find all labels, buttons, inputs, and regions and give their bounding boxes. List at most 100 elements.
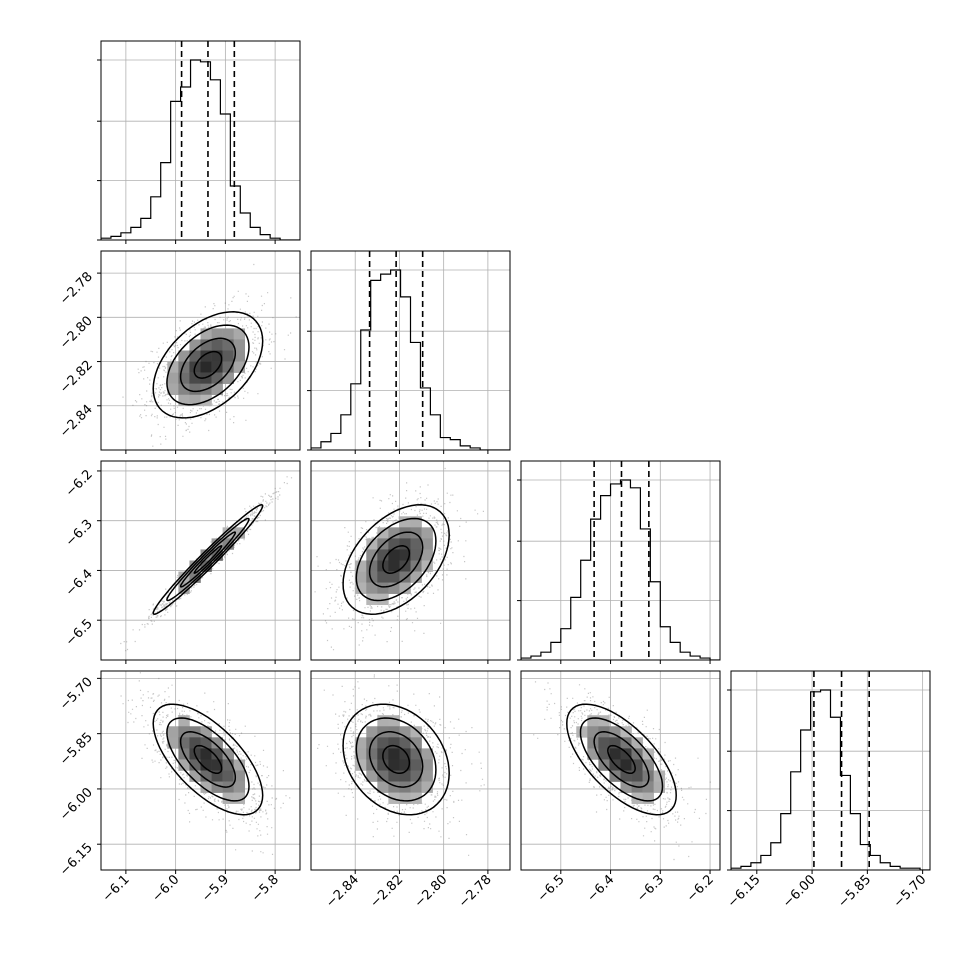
density-cell: [178, 361, 190, 373]
density-cell: [421, 781, 433, 793]
panel-frame-1-0: [100, 250, 301, 451]
density-cell: [222, 759, 234, 771]
density-panel-3-0: [100, 670, 301, 871]
density-cell: [200, 372, 212, 384]
density-cell: [410, 527, 422, 539]
density-cell: [211, 350, 223, 362]
density-cell: [211, 328, 223, 340]
density-cell: [377, 582, 389, 594]
density-cell: [377, 759, 389, 771]
histogram-panel-3: [727, 670, 931, 871]
density-cell: [399, 582, 411, 594]
density-cell: [178, 715, 190, 727]
density-cell: [388, 527, 400, 539]
contour-level-0: [607, 744, 636, 775]
density-cell: [598, 715, 610, 727]
density-cell: [200, 726, 212, 738]
density-cell: [377, 737, 389, 749]
x-tick-label: −6.0: [150, 872, 183, 905]
density-cell: [388, 781, 400, 793]
density-cell: [211, 339, 223, 351]
density-cell: [388, 549, 400, 561]
density-cell: [233, 759, 246, 771]
panel-frame-3-0: [100, 670, 301, 871]
density-cell: [399, 792, 411, 804]
density-cell: [178, 350, 190, 362]
density-cell: [222, 748, 234, 760]
x-tick-label: −2.84: [323, 872, 362, 911]
x-tick-label: −2.78: [456, 872, 495, 911]
contour-level-3: [152, 703, 264, 816]
x-tick-label: −6.15: [725, 872, 764, 911]
density-cell: [167, 726, 179, 738]
density-cell: [233, 339, 246, 351]
density-content: [122, 263, 297, 447]
density-cell: [410, 726, 422, 738]
density-cell: [355, 571, 367, 583]
density-panel-1-0: [100, 250, 301, 451]
contour-level-2: [166, 517, 250, 602]
density-cell: [377, 527, 389, 539]
histogram-step-2: [521, 479, 720, 660]
density-cell: [355, 582, 367, 594]
histogram-step-1: [311, 269, 510, 450]
contour-level-2: [166, 324, 250, 406]
density-cell: [620, 737, 632, 749]
contour-level-0: [193, 350, 223, 379]
y-tick-label: −2.78: [57, 269, 96, 308]
density-cell: [609, 726, 621, 738]
density-cell: [410, 792, 422, 804]
contour-level-1: [179, 531, 237, 588]
y-tick-label: −6.00: [57, 785, 96, 824]
density-cell: [377, 781, 389, 793]
density-cell: [377, 715, 389, 727]
panel-frame-3: [730, 670, 931, 871]
density-cell: [653, 781, 666, 793]
density-cell: [377, 549, 389, 561]
contour-level-0: [193, 544, 223, 574]
density-panel-3-1: [310, 670, 511, 871]
density-cell: [388, 748, 400, 760]
density-cell: [200, 361, 212, 373]
y-tick-label: −2.84: [57, 402, 96, 441]
density-cell: [222, 350, 234, 362]
x-tick-label: −5.85: [835, 872, 874, 911]
panel-frame-3-2: [520, 670, 721, 871]
histogram-panel-1: [307, 250, 511, 451]
density-cell: [421, 549, 433, 561]
density-cell: [366, 770, 378, 782]
density-cell: [399, 726, 411, 738]
density-cell: [178, 372, 190, 384]
contour-level-3: [342, 504, 450, 615]
density-cell: [576, 726, 588, 738]
density-cell: [167, 372, 179, 384]
density-cell: [189, 759, 201, 771]
density-cell: [587, 726, 599, 738]
density-content: [120, 476, 293, 652]
density-cell: [189, 339, 201, 351]
density-cell: [189, 350, 201, 362]
density-content: [120, 672, 291, 855]
panel-frame-2-1: [310, 460, 511, 661]
panel-frame-1: [310, 250, 511, 451]
density-cell: [233, 361, 246, 373]
density-content: [317, 674, 485, 856]
density-cell: [377, 726, 389, 738]
density-cell: [410, 549, 422, 561]
density-cell: [233, 350, 246, 362]
y-tick-label: −6.5: [63, 616, 96, 649]
density-cell: [189, 394, 201, 407]
density-cell: [178, 394, 190, 407]
density-cell: [211, 781, 223, 793]
density-cell: [222, 361, 234, 373]
density-cell: [421, 560, 433, 572]
density-cell: [620, 781, 632, 793]
density-cell: [587, 715, 599, 727]
contour-level-1: [368, 731, 424, 788]
density-cell: [642, 759, 654, 771]
density-cell: [642, 781, 654, 793]
density-cell: [410, 516, 422, 528]
density-cell: [587, 737, 599, 749]
x-tick-label: −5.8: [249, 872, 282, 905]
density-cell: [399, 748, 411, 760]
